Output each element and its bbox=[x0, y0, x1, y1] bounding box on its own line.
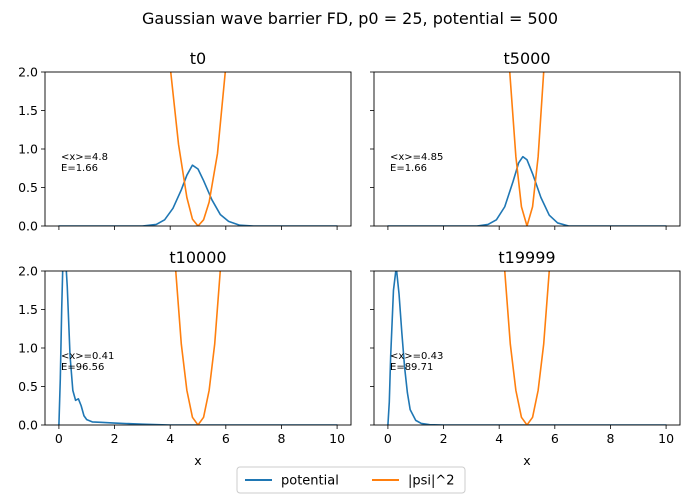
series-line-potential bbox=[387, 155, 667, 226]
x-tick-label: 6 bbox=[222, 431, 230, 446]
subplot-t10000: 0 2 4 6 8 10 0.0 0.5 1.0 1.5 2.0 t10000 x <x>=0.41E=9… bbox=[18, 248, 352, 468]
x-tick-label: 2 bbox=[440, 431, 448, 446]
x-tick-label: 10 bbox=[658, 431, 674, 446]
x-tick-label: 4 bbox=[495, 431, 503, 446]
series-line-psi2 bbox=[503, 271, 551, 425]
y-tick-label: 1.0 bbox=[18, 142, 38, 157]
x-tick-label: 6 bbox=[551, 431, 559, 446]
x-tick-label: 8 bbox=[606, 431, 614, 446]
y-tick-label: 2.0 bbox=[18, 65, 38, 80]
axes-frame bbox=[373, 71, 681, 227]
x-tick-label: 4 bbox=[166, 431, 174, 446]
y-tick-label: 0.5 bbox=[18, 180, 38, 195]
series-line-psi2 bbox=[508, 72, 545, 226]
x-axis-label: x bbox=[194, 453, 201, 468]
x-tick-label: 10 bbox=[329, 431, 345, 446]
legend-label-psi2: |psi|^2 bbox=[408, 474, 455, 489]
y-tick-label: 1.0 bbox=[18, 341, 38, 356]
subplot-t19999: 0 2 4 6 8 10 t19999 x <x>=0.43E=89.71 bbox=[370, 248, 681, 468]
axes-frame bbox=[44, 71, 352, 227]
series-line-potential bbox=[58, 271, 338, 425]
x-tick-label: 0 bbox=[55, 431, 63, 446]
x-tick-label: 2 bbox=[111, 431, 119, 446]
y-tick-label: 1.5 bbox=[18, 302, 38, 317]
y-tick-label: 0.5 bbox=[18, 379, 38, 394]
figure-suptitle: Gaussian wave barrier FD, p0 = 25, poten… bbox=[142, 9, 558, 28]
y-tick-label: 2.0 bbox=[18, 264, 38, 279]
annotation-text: <x>=0.43 bbox=[390, 351, 443, 362]
y-tick-label: 0.0 bbox=[18, 219, 38, 234]
y-tick-label: 0.0 bbox=[18, 418, 38, 433]
annotation-text: E=96.56 bbox=[61, 362, 104, 373]
axes-frame bbox=[44, 270, 352, 426]
x-tick-label: 0 bbox=[384, 431, 392, 446]
x-tick-label: 8 bbox=[277, 431, 285, 446]
legend-frame bbox=[236, 466, 466, 494]
legend: potential |psi|^2 bbox=[236, 466, 466, 494]
subplot-title: t19999 bbox=[498, 248, 555, 267]
subplot-title: t10000 bbox=[169, 248, 226, 267]
series-line-potential bbox=[58, 164, 338, 226]
axes-frame bbox=[373, 270, 681, 426]
annotation-text: <x>=4.8 bbox=[61, 152, 108, 163]
annotation-text: <x>=0.41 bbox=[61, 351, 114, 362]
subplot-t5000: t5000 <x>=4.85E=1.66 bbox=[370, 49, 681, 230]
subplot-title: t0 bbox=[190, 49, 206, 68]
series-line-psi2 bbox=[169, 72, 227, 226]
series-line-potential bbox=[387, 271, 667, 425]
annotation-text: E=89.71 bbox=[390, 362, 433, 373]
annotation-text: E=1.66 bbox=[390, 163, 427, 174]
subplot-title: t5000 bbox=[504, 49, 551, 68]
x-axis-label: x bbox=[523, 453, 530, 468]
series-line-psi2 bbox=[174, 271, 222, 425]
annotation-text: <x>=4.85 bbox=[390, 152, 443, 163]
annotation-text: E=1.66 bbox=[61, 163, 98, 174]
subplot-t0: 0.0 0.5 1.0 1.5 2.0 t0 <x>=4.8E=1.66 bbox=[18, 49, 352, 234]
legend-label-potential: potential bbox=[281, 474, 339, 489]
y-tick-label: 1.5 bbox=[18, 103, 38, 118]
subplot-grid: 0.00.51.01.52.0t0<x>=4.8E=1.66t5000<x>=4… bbox=[18, 49, 681, 468]
